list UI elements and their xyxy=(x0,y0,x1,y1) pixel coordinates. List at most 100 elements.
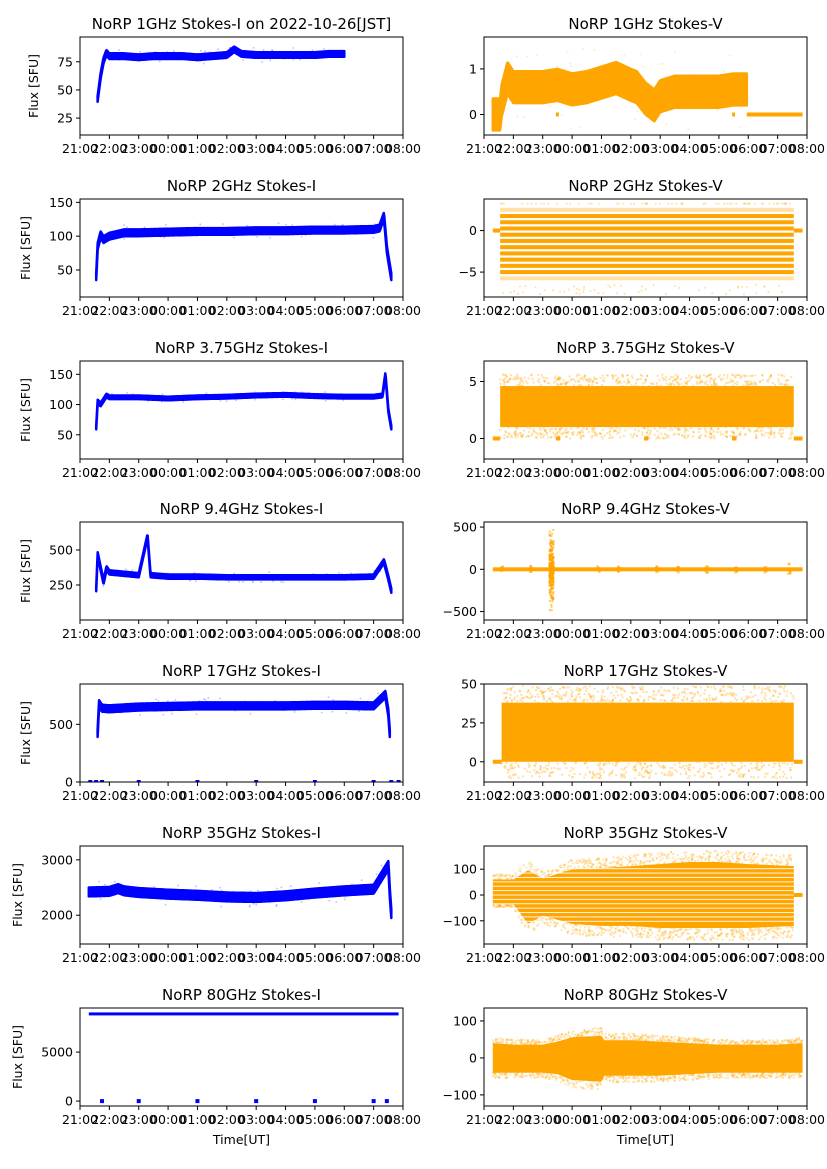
data-point xyxy=(386,569,388,572)
data-point xyxy=(573,285,575,288)
data-point xyxy=(301,702,303,704)
data-point xyxy=(732,373,735,376)
data-point xyxy=(696,102,699,105)
data-point xyxy=(609,89,612,92)
data-point xyxy=(672,95,675,98)
data-segment xyxy=(644,436,649,441)
data-point xyxy=(559,383,562,386)
zero-marker xyxy=(100,780,105,782)
data-point xyxy=(763,697,766,699)
data-point xyxy=(777,696,780,699)
data-point xyxy=(561,114,563,116)
data-point xyxy=(112,394,115,397)
y-axis-label: Flux [SFU] xyxy=(18,378,33,442)
data-point xyxy=(550,603,553,606)
data-point xyxy=(682,88,685,91)
data-point xyxy=(692,92,695,95)
data-point xyxy=(525,83,528,87)
data-point xyxy=(553,381,556,384)
data-point xyxy=(744,433,747,436)
data-point xyxy=(767,432,770,435)
data-point xyxy=(548,94,551,97)
x-tick-label: 04:00 xyxy=(672,141,708,156)
data-point xyxy=(618,88,621,91)
data-point xyxy=(539,293,541,295)
data-point xyxy=(610,692,613,694)
data-point xyxy=(550,545,553,548)
data-point xyxy=(158,397,160,400)
data-point xyxy=(635,763,638,766)
data-point xyxy=(550,552,553,555)
data-point xyxy=(724,92,727,95)
data-point xyxy=(735,76,738,80)
data-point xyxy=(713,79,716,82)
data-point xyxy=(792,697,795,700)
subplot-title: NoRP 2GHz Stokes-V xyxy=(568,177,723,195)
data-point xyxy=(538,427,541,430)
data-point xyxy=(636,761,639,764)
data-point xyxy=(780,435,782,438)
data-point xyxy=(539,433,542,436)
data-point xyxy=(717,94,720,97)
data-point xyxy=(648,112,651,115)
data-point xyxy=(220,395,222,397)
data-point xyxy=(558,79,561,82)
data-point xyxy=(715,92,719,95)
data-point xyxy=(646,202,648,205)
data-point xyxy=(575,288,578,290)
data-point xyxy=(745,695,748,698)
data-point xyxy=(720,77,723,80)
data-point xyxy=(531,83,534,86)
data-point xyxy=(715,87,718,90)
x-tick-label: 21:00 xyxy=(62,626,98,641)
data-point xyxy=(677,376,680,379)
data-point xyxy=(652,383,655,386)
data-point xyxy=(679,100,682,103)
data-point xyxy=(712,101,715,104)
data-point xyxy=(744,380,747,383)
data-point xyxy=(611,701,614,703)
data-point xyxy=(677,384,680,387)
data-point xyxy=(687,95,690,98)
data-point xyxy=(588,77,591,80)
data-point xyxy=(538,381,541,384)
data-point xyxy=(130,709,132,712)
data-point xyxy=(693,101,696,104)
data-point xyxy=(677,94,680,97)
data-point xyxy=(523,82,526,86)
data-point xyxy=(712,103,715,107)
data-point xyxy=(511,84,514,87)
data-point xyxy=(551,84,554,87)
data-point xyxy=(505,86,508,89)
data-point xyxy=(625,74,628,78)
data-point xyxy=(704,83,707,86)
data-point xyxy=(104,705,107,708)
data-point xyxy=(662,90,665,93)
data-point xyxy=(208,51,211,53)
data-point xyxy=(547,687,550,690)
x-tick-label: 00:00 xyxy=(554,626,590,641)
data-point xyxy=(327,696,330,698)
data-point xyxy=(706,374,709,377)
data-point xyxy=(644,202,647,205)
x-tick-label: 00:00 xyxy=(554,465,590,480)
data-point xyxy=(677,86,680,89)
data-point xyxy=(678,80,681,83)
data-point xyxy=(527,78,530,81)
data-point xyxy=(649,382,652,385)
plot-area xyxy=(492,373,803,441)
x-tick-label: 23:00 xyxy=(121,141,157,156)
data-point xyxy=(677,426,680,429)
data-point xyxy=(654,113,657,116)
data-point xyxy=(703,766,706,768)
data-point xyxy=(567,91,570,94)
data-segment xyxy=(492,567,803,572)
data-point xyxy=(652,110,655,113)
data-point xyxy=(571,97,574,100)
data-point xyxy=(575,89,578,93)
data-point xyxy=(653,433,656,436)
data-point xyxy=(557,81,560,84)
data-point xyxy=(715,77,718,80)
data-point xyxy=(537,373,540,376)
data-point xyxy=(664,99,667,103)
